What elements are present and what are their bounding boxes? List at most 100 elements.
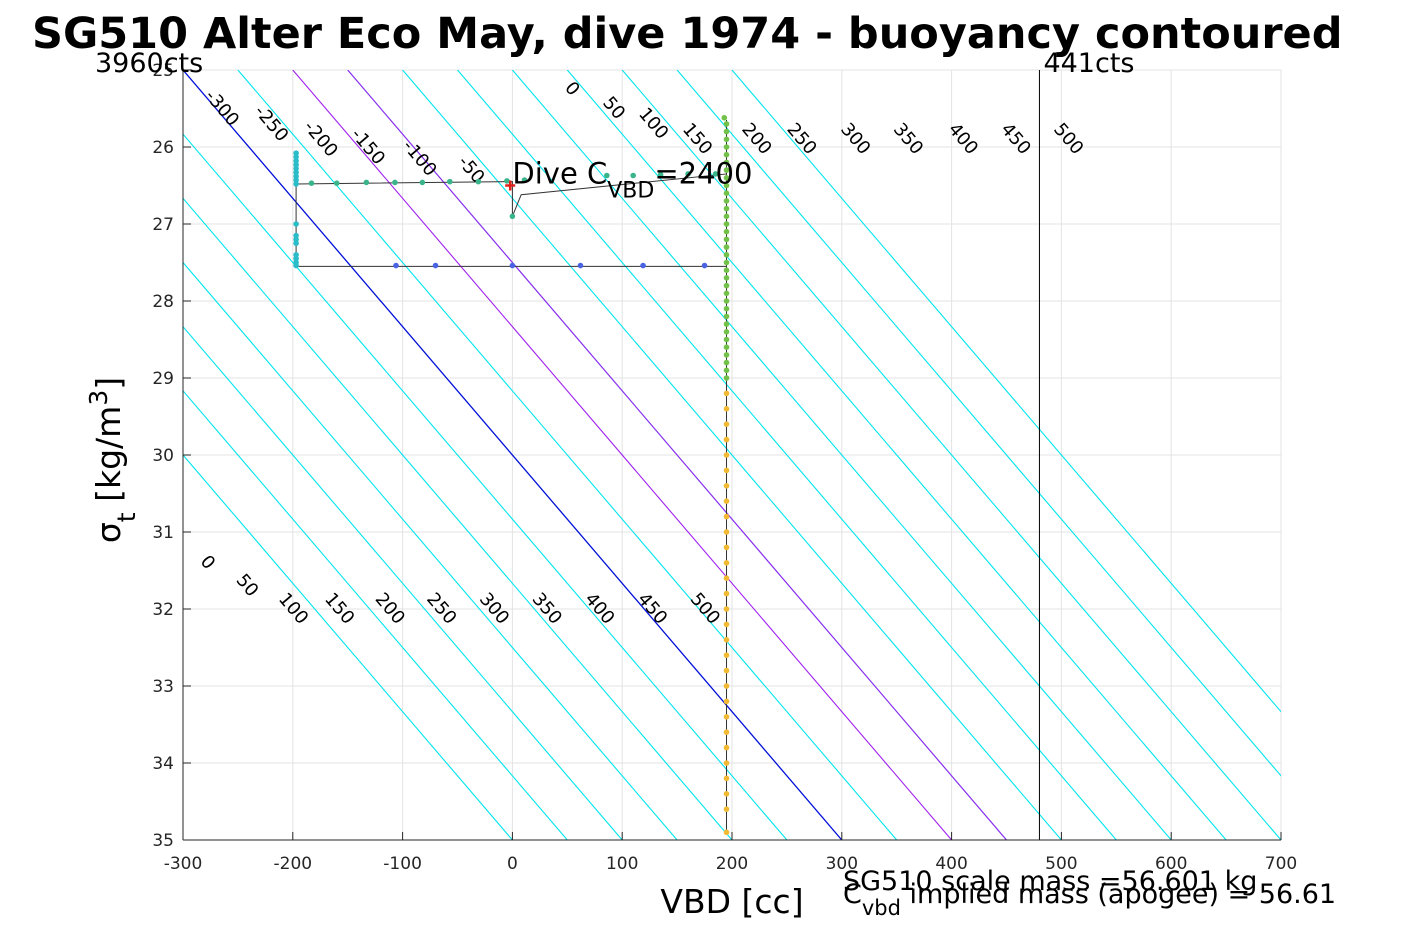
data-point	[723, 791, 730, 797]
data-point	[701, 262, 708, 269]
data-point	[509, 213, 516, 220]
x-tick-label: 400	[935, 854, 967, 874]
data-point	[723, 744, 730, 751]
data-point	[293, 161, 299, 168]
data-point	[723, 452, 730, 458]
data-point	[521, 177, 528, 183]
data-point	[293, 169, 299, 176]
data-point	[723, 305, 730, 312]
contour-label: 450	[997, 119, 1035, 159]
data-point	[723, 829, 730, 836]
contour-label: 500	[1049, 119, 1087, 159]
buoyancy-contour	[183, 325, 623, 840]
contour-label: 250	[422, 589, 460, 629]
data-point	[723, 144, 730, 150]
contours	[183, 70, 1281, 840]
contour-label: -100	[398, 136, 441, 181]
y-tick-label: 28	[152, 292, 174, 312]
contour-label: -300	[201, 86, 244, 131]
data-point	[504, 178, 510, 184]
data-point	[723, 205, 730, 212]
data-point	[723, 667, 730, 674]
y-tick-label: 29	[152, 369, 174, 389]
data-point	[723, 259, 730, 266]
data-point	[723, 406, 730, 412]
dive-path	[295, 120, 728, 833]
data-point	[293, 154, 299, 160]
data-point	[723, 167, 730, 173]
data-point	[723, 575, 730, 581]
data-point	[723, 275, 730, 281]
data-point	[723, 436, 730, 443]
data-point	[447, 178, 453, 185]
data-point	[723, 467, 730, 474]
data-point	[293, 173, 299, 180]
data-point	[723, 483, 730, 489]
data-point	[723, 714, 730, 720]
implied-mass-footer: Cvbd implied mass (apogee) = 56.61	[843, 879, 1336, 920]
y-tick-label: 25	[152, 61, 174, 81]
data-point	[723, 228, 730, 235]
series-3	[721, 114, 730, 381]
data-point	[723, 290, 730, 297]
data-point	[723, 244, 730, 250]
contour-label: 500	[686, 589, 724, 629]
data-point	[723, 282, 730, 289]
data-point	[333, 180, 340, 186]
buoyancy-contour	[183, 197, 733, 840]
data-point	[723, 128, 730, 135]
data-point	[604, 172, 610, 179]
data-point	[432, 262, 439, 269]
buoyancy-contour	[621, 70, 1281, 840]
y-tick-label: 26	[152, 138, 174, 158]
data-point	[723, 151, 730, 158]
buoyancy-contour	[347, 70, 1007, 840]
data-point	[293, 262, 299, 269]
data-point	[723, 606, 730, 612]
buoyancy-contour	[183, 261, 678, 840]
y-tick-label: 35	[152, 831, 174, 851]
data-point	[723, 637, 730, 643]
data-point	[509, 262, 516, 269]
buoyancy-contour	[183, 389, 568, 840]
data-point	[723, 621, 730, 628]
data-point	[723, 513, 730, 520]
buoyancy-contour	[183, 133, 788, 840]
data-point	[723, 367, 730, 374]
data-point	[577, 262, 584, 269]
scale-mass-footer: SG510 scale mass =56.601 kg	[843, 866, 1257, 897]
x-tick-label: 200	[716, 854, 748, 874]
data-point	[685, 171, 691, 177]
contour-label: 350	[889, 119, 927, 159]
data-point	[723, 159, 730, 166]
x-tick-label: -300	[164, 854, 203, 874]
chart-title: SG510 Alter Eco May, dive 1974 - buoyanc…	[32, 9, 1343, 59]
contour-label: 0	[560, 78, 583, 100]
buoyancy-contour	[676, 70, 1281, 777]
data-point	[723, 698, 730, 705]
data-point	[393, 262, 399, 269]
series-2	[393, 262, 708, 269]
x-axis-label: VBD [cc]	[660, 882, 803, 921]
data-point	[419, 179, 426, 186]
x-tick-label: 300	[826, 854, 858, 874]
data-point	[723, 498, 730, 505]
data-point	[723, 760, 730, 766]
data-point	[723, 321, 730, 327]
x-tick-label: 0	[507, 854, 518, 874]
data-point	[293, 158, 299, 164]
data-point	[723, 806, 730, 812]
data-point	[723, 121, 730, 127]
data-point	[293, 252, 299, 258]
data-point	[630, 172, 636, 179]
left-count-label: 3960cts	[95, 48, 203, 79]
buoyancy-contour	[237, 70, 898, 840]
data-point	[723, 182, 730, 189]
data-point	[723, 221, 730, 227]
data-point	[723, 544, 730, 551]
contour-label: 100	[634, 104, 672, 144]
contour-label: -200	[299, 117, 342, 162]
data-point	[723, 298, 730, 304]
x-tick-label: 500	[1045, 854, 1077, 874]
